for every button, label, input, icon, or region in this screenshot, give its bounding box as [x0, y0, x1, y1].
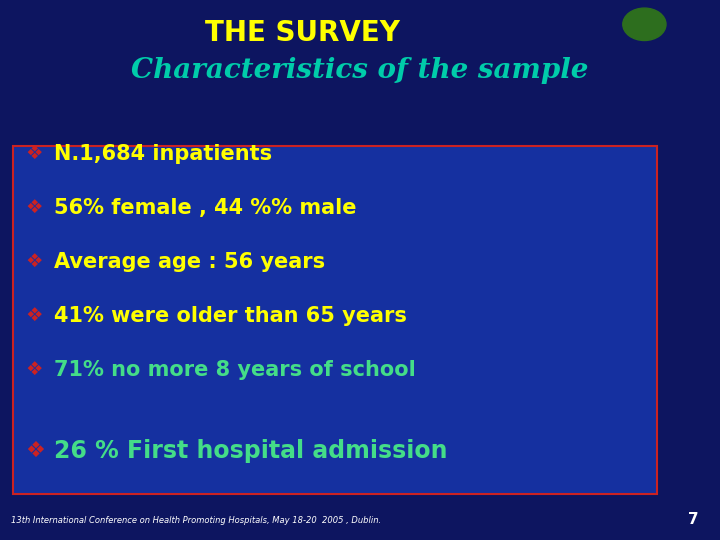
Text: 7: 7	[688, 511, 698, 526]
Text: ❖: ❖	[25, 360, 42, 380]
Text: 41% were older than 65 years: 41% were older than 65 years	[54, 306, 407, 326]
Text: ❖: ❖	[25, 252, 42, 272]
Text: ❖: ❖	[25, 144, 42, 164]
Circle shape	[623, 8, 666, 40]
Text: 56% female , 44 %% male: 56% female , 44 %% male	[54, 198, 356, 218]
Text: 71% no more 8 years of school: 71% no more 8 years of school	[54, 360, 415, 380]
Text: Average age : 56 years: Average age : 56 years	[54, 252, 325, 272]
Text: 13th International Conference on Health Promoting Hospitals, May 18-20  2005 , D: 13th International Conference on Health …	[11, 516, 381, 525]
Text: Characteristics of the sample: Characteristics of the sample	[131, 57, 589, 84]
Text: ❖: ❖	[25, 306, 42, 326]
Text: ❖: ❖	[25, 441, 45, 461]
Text: N.1,684 inpatients: N.1,684 inpatients	[54, 144, 272, 164]
FancyBboxPatch shape	[13, 146, 657, 494]
Text: THE SURVEY: THE SURVEY	[205, 19, 400, 47]
Text: ❖: ❖	[25, 198, 42, 218]
Text: 26 % First hospital admission: 26 % First hospital admission	[54, 439, 448, 463]
